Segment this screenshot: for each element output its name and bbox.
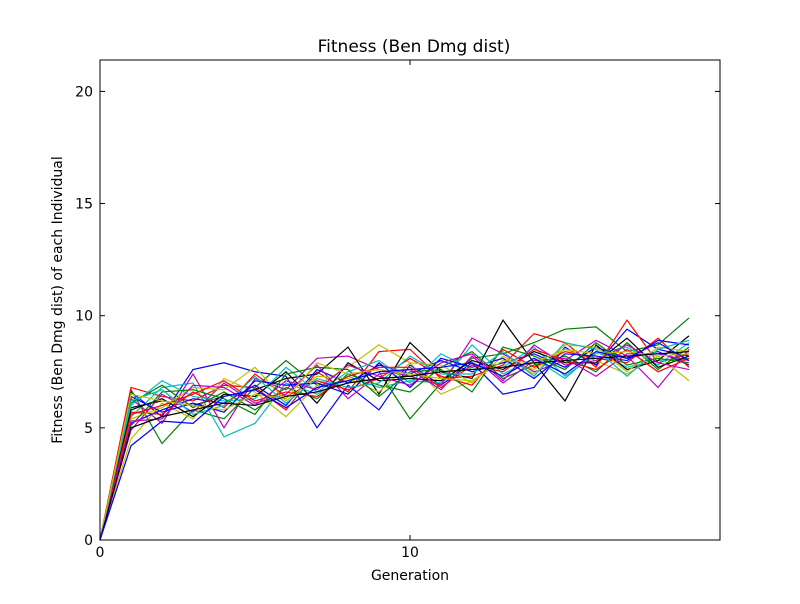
series-line-20	[99, 348, 690, 541]
series-line-22	[99, 341, 690, 541]
x-tick-label: 0	[96, 545, 105, 561]
y-tick-label: 15	[75, 197, 93, 213]
series-line-5	[99, 337, 690, 541]
series-line-18	[99, 339, 690, 541]
y-axis-label: Fitness (Ben Dmg dist) of each Individua…	[50, 156, 66, 444]
series-layer	[99, 317, 690, 541]
series-line-21	[99, 350, 690, 541]
x-tick-label: 10	[401, 545, 419, 561]
series-line-19	[99, 344, 690, 541]
y-tick-label: 10	[75, 309, 93, 325]
series-line-16	[99, 341, 690, 541]
y-tick-label: 5	[84, 421, 93, 437]
y-tick-label: 0	[84, 533, 93, 549]
tick-layer: 0 10 0 5 10 15 20	[75, 60, 720, 561]
chart-title: Fitness (Ben Dmg dist)	[318, 37, 511, 57]
series-line-1	[99, 328, 690, 541]
x-axis-label: Generation	[371, 568, 449, 584]
series-line-17	[99, 348, 690, 541]
y-tick-label: 20	[75, 84, 93, 100]
